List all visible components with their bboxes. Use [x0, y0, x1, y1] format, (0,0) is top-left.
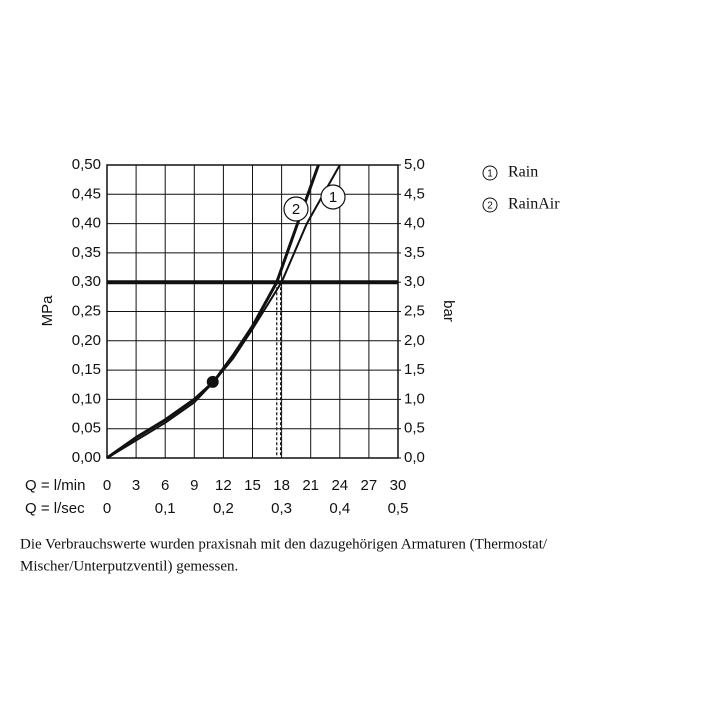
legend-label: RainAir	[508, 196, 560, 213]
y2-tick-label: 2,0	[404, 332, 425, 349]
y-tick-label: 0,35	[72, 244, 101, 261]
x2-axis-label: Q = l/sec	[25, 500, 85, 517]
caption: Die Verbrauchswerte wurden praxisnah mit…	[20, 536, 548, 552]
legend-label: Rain	[508, 164, 538, 181]
y2-tick-label: 3,0	[404, 273, 425, 290]
y2-tick-label: 2,5	[404, 302, 425, 319]
y2-tick-label: 4,0	[404, 215, 425, 232]
y-tick-label: 0,20	[72, 332, 101, 349]
x2-tick-label: 0,5	[388, 500, 409, 517]
plot-frame	[106, 164, 399, 459]
x-tick-label: 24	[331, 477, 348, 494]
legend-symbol-label: 2	[487, 201, 493, 212]
x-tick-label: 6	[161, 477, 169, 494]
legend-symbol	[482, 165, 498, 181]
curve-label-circle	[320, 184, 346, 210]
x2-tick-label: 0,1	[155, 500, 176, 517]
y-tick-label: 0,40	[72, 215, 101, 232]
x2-tick-label: 0,3	[271, 500, 292, 517]
x2-tick-label: 0,4	[329, 500, 350, 517]
curve-label: 1	[329, 189, 337, 206]
y-tick-label: 0,45	[72, 185, 101, 202]
x-tick-label: 30	[390, 477, 407, 494]
series-line	[106, 164, 320, 460]
x-tick-label: 27	[361, 477, 378, 494]
y2-tick-label: 0,0	[404, 449, 425, 466]
y-tick-label: 0,00	[72, 449, 101, 466]
highlight-point	[206, 375, 219, 388]
y-tick-label: 0,05	[72, 420, 101, 437]
curve-label: 2	[292, 201, 300, 218]
x2-tick-label: 0	[103, 500, 111, 517]
legend-symbol	[482, 197, 498, 213]
y2-tick-label: 4,5	[404, 185, 425, 202]
caption: Mischer/Unterputzventil) gemessen.	[20, 558, 238, 574]
x-tick-label: 0	[103, 477, 111, 494]
x-axis-label: Q = l/min	[25, 477, 85, 494]
curve-label-circle	[283, 196, 309, 222]
y2-axis-label: bar	[440, 300, 457, 322]
y2-tick-label: 1,0	[404, 390, 425, 407]
y-tick-label: 0,25	[72, 302, 101, 319]
x2-tick-label: 0,2	[213, 500, 234, 517]
series-line	[106, 164, 341, 459]
x-tick-label: 15	[244, 477, 261, 494]
x-tick-label: 12	[215, 477, 232, 494]
y-axis-label: MPa	[39, 295, 56, 327]
x-tick-label: 21	[302, 477, 319, 494]
y2-tick-label: 5,0	[404, 156, 425, 173]
y-tick-label: 0,10	[72, 390, 101, 407]
x-tick-label: 9	[190, 477, 198, 494]
y-tick-label: 0,50	[72, 156, 101, 173]
y2-tick-label: 1,5	[404, 361, 425, 378]
legend-symbol-label: 1	[487, 169, 493, 180]
y2-tick-label: 0,5	[404, 420, 425, 437]
y2-tick-label: 3,5	[404, 244, 425, 261]
x-tick-label: 3	[132, 477, 140, 494]
x-tick-label: 18	[273, 477, 290, 494]
y-tick-label: 0,30	[72, 273, 101, 290]
y-tick-label: 0,15	[72, 361, 101, 378]
